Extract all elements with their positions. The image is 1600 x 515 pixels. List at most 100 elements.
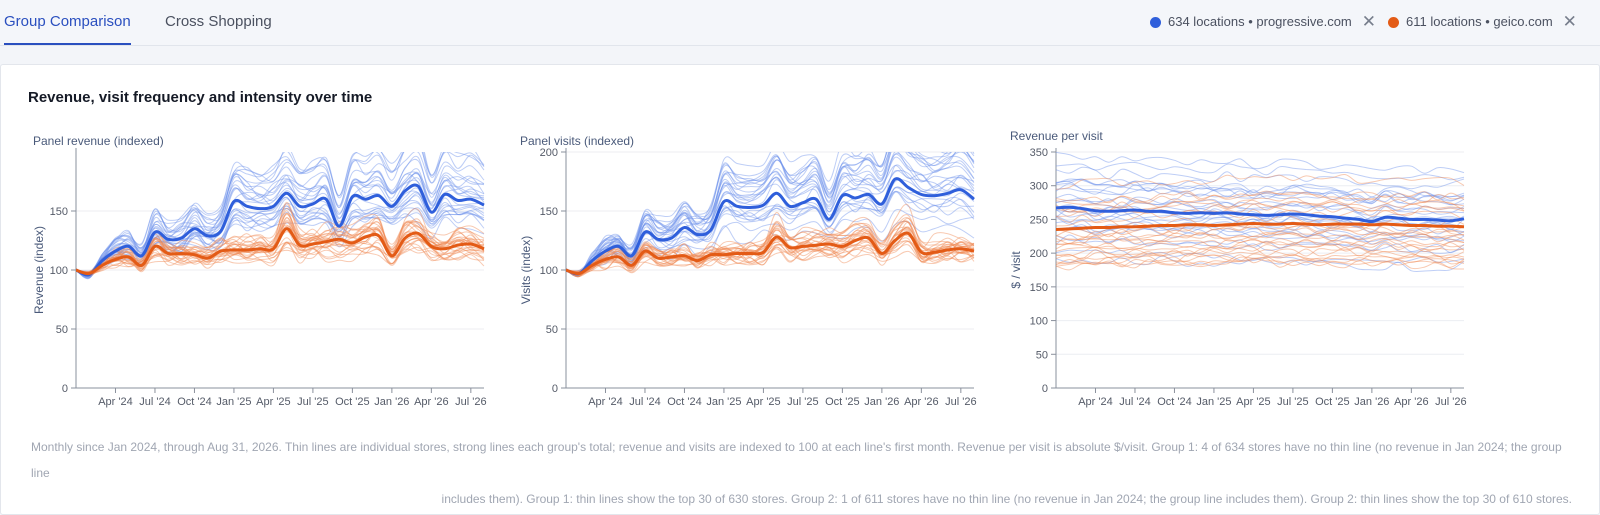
group-2-total-line (76, 227, 485, 276)
store-line (1056, 183, 1465, 205)
store-line (566, 169, 975, 274)
store-line (566, 226, 975, 275)
store-line (1056, 225, 1465, 241)
store-line (1056, 235, 1465, 254)
chart-1: 0 50 100 150 Apr '24 Jul '24 Oct '24 Jan '25 Apr… (32, 148, 487, 408)
store-line (76, 152, 485, 276)
store-line (76, 187, 485, 274)
store-line (1056, 200, 1465, 213)
store-line (566, 220, 975, 277)
store-line (1056, 249, 1465, 263)
store-line (1056, 253, 1465, 266)
store-line (1056, 166, 1465, 190)
tab-cross-shopping[interactable]: Cross Shopping (165, 13, 272, 30)
store-line (1056, 190, 1465, 204)
charts-area: 0 50 100 150 Apr '24 Jul '24 Oct '24 Jan '25 Apr… (32, 147, 1467, 408)
x-tick-label: Jan '25 (706, 396, 741, 408)
y-tick-label: 100 (1030, 316, 1048, 328)
store-line (1056, 253, 1465, 265)
store-line (1056, 228, 1465, 243)
close-icon[interactable]: ✕ (1361, 12, 1377, 31)
tab-group-comparison[interactable]: Group Comparison (4, 0, 131, 45)
x-tick-label: Apr '24 (588, 396, 623, 408)
store-line (566, 156, 975, 275)
y-tick-label: 150 (1030, 282, 1048, 294)
store-line (76, 152, 485, 280)
store-line (76, 208, 485, 272)
x-tick-label: Apr '25 (746, 396, 781, 408)
store-line (76, 171, 485, 279)
x-tick-label: Jan '26 (1354, 396, 1389, 408)
store-line (76, 219, 485, 275)
close-icon[interactable]: ✕ (1562, 12, 1577, 31)
store-line (566, 220, 975, 277)
y-tick-label: 50 (1036, 349, 1048, 361)
store-line (1056, 243, 1465, 257)
store-line (1056, 178, 1465, 204)
store-line (76, 207, 485, 276)
x-tick-label: Jul '26 (455, 396, 486, 408)
store-line (1056, 216, 1465, 237)
store-line (566, 233, 975, 275)
y-tick-label: 0 (1042, 383, 1048, 395)
store-line (76, 170, 485, 277)
y-axis-label: Revenue (index) (32, 226, 46, 314)
store-line (566, 152, 975, 274)
x-tick-label: Oct '25 (825, 396, 860, 408)
store-line (1056, 234, 1465, 254)
store-line (566, 165, 975, 274)
store-line (1056, 161, 1465, 181)
store-line (1056, 178, 1465, 202)
store-line (1056, 180, 1465, 206)
store-line (1056, 196, 1465, 214)
store-line (1056, 187, 1465, 206)
group-1-total-line (1056, 205, 1465, 224)
store-line (1056, 209, 1465, 224)
card-title: Revenue, visit frequency and intensity o… (28, 89, 373, 106)
top-bar: Group Comparison Cross Shopping 634 loca… (0, 0, 1600, 46)
y-tick-label: 150 (50, 206, 68, 218)
x-tick-label: Oct '24 (1157, 396, 1192, 408)
y-tick-label: 50 (56, 324, 68, 336)
store-line (566, 152, 975, 275)
store-line (1056, 240, 1465, 252)
store-line (1056, 253, 1465, 267)
x-tick-label: Jul '24 (1119, 396, 1150, 408)
y-tick-label: 200 (540, 147, 558, 159)
store-line (76, 237, 485, 274)
store-line (1056, 255, 1465, 273)
x-tick-label: Oct '25 (335, 396, 370, 408)
store-line (1056, 237, 1465, 250)
footnote-line-1: Monthly since Jan 2024, through Aug 31, … (31, 440, 1562, 480)
y-tick-label: 50 (546, 324, 558, 336)
chart-3: 0 50 100 150 200 250 300 350 Apr '24 Jul '24 Oct '… (1009, 147, 1467, 408)
store-line (1056, 209, 1465, 230)
x-tick-label: Jan '26 (374, 396, 409, 408)
store-line (1056, 257, 1465, 271)
store-line (566, 203, 975, 278)
store-line (1056, 232, 1465, 246)
store-line (566, 191, 975, 274)
x-tick-label: Oct '24 (177, 396, 212, 408)
x-tick-label: Jan '25 (1196, 396, 1231, 408)
store-line (566, 164, 975, 277)
x-tick-label: Oct '25 (1315, 396, 1350, 408)
store-line (566, 152, 975, 276)
x-tick-label: Jul '24 (139, 396, 170, 408)
footnote-line-2: includes them). Group 1: thin lines show… (441, 492, 1572, 506)
store-line (566, 217, 975, 278)
y-tick-label: 0 (552, 383, 558, 395)
store-line (566, 152, 975, 275)
store-line (76, 168, 485, 276)
group-1-total-line (76, 183, 485, 277)
store-line (566, 244, 975, 272)
x-tick-label: Apr '25 (1236, 396, 1271, 408)
x-tick-label: Apr '26 (904, 396, 939, 408)
store-line (1056, 247, 1465, 261)
y-tick-label: 250 (1030, 214, 1048, 226)
store-line (76, 241, 485, 273)
store-line (566, 246, 975, 273)
store-line (76, 158, 485, 277)
store-line (1056, 221, 1465, 243)
store-line (1056, 198, 1465, 213)
